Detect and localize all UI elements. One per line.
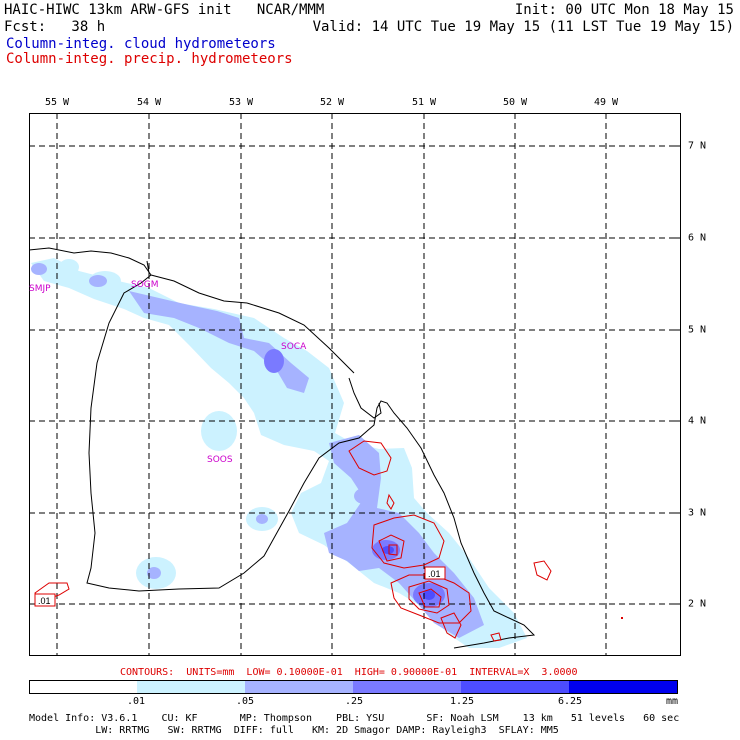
station-label-soos: SOOS <box>207 455 233 465</box>
contour-label-2: .01 <box>38 596 51 606</box>
precip-field-label: Column-integ. precip. hydrometeors <box>6 51 293 67</box>
cloud-shading-max <box>382 546 435 600</box>
contour-label-box-2: .01 <box>34 593 56 607</box>
forecast-hour: Fcst: 38 h <box>4 19 106 35</box>
lat-label-5n: 5 N <box>688 324 707 336</box>
lon-label-55w: 55 W <box>44 97 70 108</box>
colorbar-tick-1: .05 <box>235 696 255 707</box>
colorbar-tick-4: 6.25 <box>557 696 583 707</box>
lon-label-54w: 54 W <box>136 97 162 108</box>
lon-label-51w: 51 W <box>411 97 437 108</box>
colorbar-bin-4 <box>461 681 569 693</box>
lat-label-2n: 2 N <box>688 598 707 610</box>
colorbar-bin-0 <box>30 681 137 693</box>
station-label-sogm: SOGM <box>131 280 159 290</box>
lat-label-7n: 7 N <box>688 140 707 152</box>
lon-label-53w: 53 W <box>228 97 254 108</box>
contour-label-1: .01 <box>428 569 441 579</box>
colorbar-bin-1 <box>137 681 245 693</box>
valid-time: Valid: 14 UTC Tue 19 May 15 (11 LST Tue … <box>312 19 734 35</box>
colorbar-unit: mm <box>665 696 679 707</box>
contour-label-box-1: .01 <box>424 566 446 580</box>
map-frame <box>29 113 681 656</box>
colorbar-tick-2: .25 <box>344 696 364 707</box>
forecast-map[interactable]: SMJP SOGM SOCA SOOS .01 .01 <box>29 113 681 656</box>
lat-ticks <box>674 145 681 605</box>
lat-label-4n: 4 N <box>688 415 707 427</box>
colorbar-tick-0: .01 <box>126 696 146 707</box>
product-title: HAIC-HIWC 13km ARW-GFS init NCAR/MMM <box>4 2 325 18</box>
model-info-line-1: Model Info: V3.6.1 CU: KF MP: Thompson P… <box>29 713 680 724</box>
model-info-line-2: LW: RRTMG SW: RRTMG DIFF: full KM: 2D Sm… <box>29 725 559 736</box>
colorbar <box>29 680 678 694</box>
station-label-soca: SOCA <box>281 342 307 352</box>
lon-label-52w: 52 W <box>319 97 345 108</box>
colorbar-bin-5 <box>569 681 677 693</box>
lat-label-6n: 6 N <box>688 232 707 244</box>
lon-label-50w: 50 W <box>502 97 528 108</box>
lat-label-3n: 3 N <box>688 507 707 519</box>
cloud-field-label: Column-integ. cloud hydrometeors <box>6 36 276 52</box>
colorbar-tick-3: 1.25 <box>449 696 475 707</box>
lon-label-49w: 49 W <box>593 97 619 108</box>
contour-info: CONTOURS: UNITS=mm LOW= 0.10000E-01 HIGH… <box>120 667 578 678</box>
coastline <box>29 247 536 649</box>
colorbar-bin-2 <box>245 681 353 693</box>
station-label-smjp: SMJP <box>29 284 51 294</box>
init-time: Init: 00 UTC Mon 18 May 15 <box>514 2 734 18</box>
colorbar-bin-3 <box>353 681 461 693</box>
